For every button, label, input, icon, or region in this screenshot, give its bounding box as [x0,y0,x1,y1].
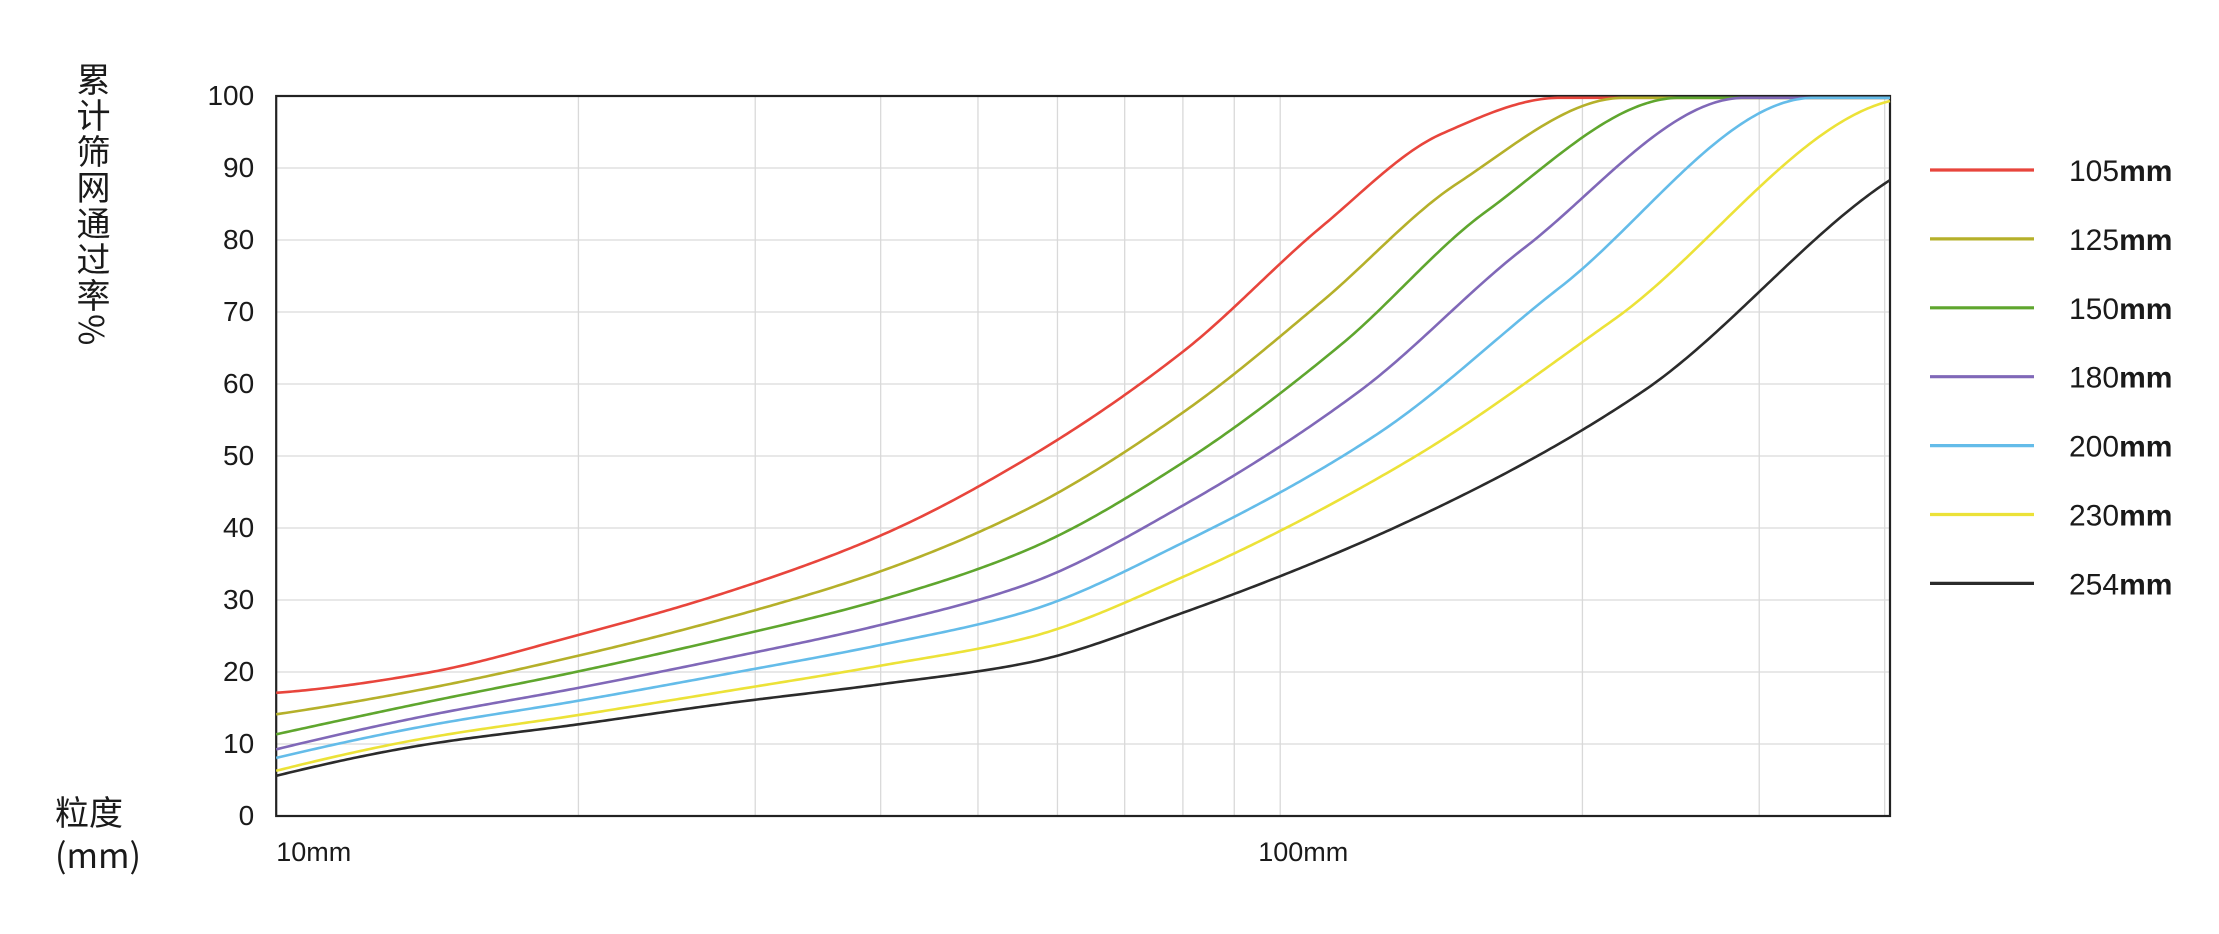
svg-text:80: 80 [223,224,254,255]
svg-text:150mm: 150mm [2069,293,2172,326]
svg-text:90: 90 [223,152,254,183]
svg-text:60: 60 [223,368,254,399]
svg-text:30: 30 [223,584,254,615]
svg-text:40: 40 [223,512,254,543]
svg-text:20: 20 [223,656,254,687]
svg-text:105mm: 105mm [2069,155,2172,188]
svg-text:230mm: 230mm [2069,500,2172,533]
svg-text:100mm: 100mm [1258,837,1348,867]
svg-text:100: 100 [207,80,254,111]
svg-text:254mm: 254mm [2069,568,2172,601]
svg-text:0: 0 [239,800,255,831]
svg-text:10mm: 10mm [276,837,351,867]
svg-text:200mm: 200mm [2069,431,2172,464]
svg-text:180mm: 180mm [2069,362,2172,395]
svg-text:125mm: 125mm [2069,224,2172,257]
svg-text:10: 10 [223,728,254,759]
svg-text:50: 50 [223,440,254,471]
svg-text:70: 70 [223,296,254,327]
